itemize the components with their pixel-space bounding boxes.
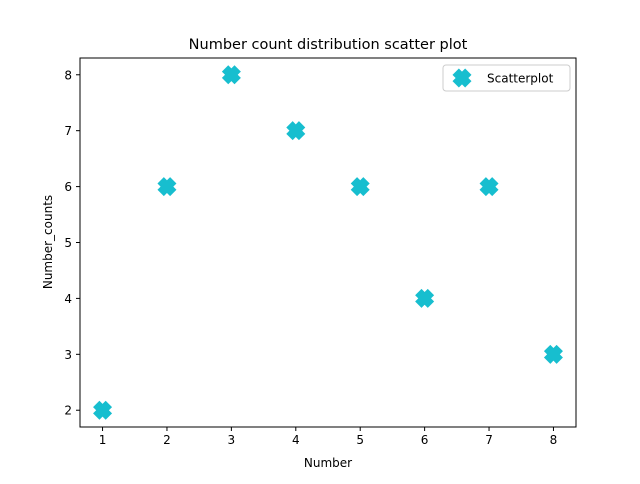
y-tick-label: 3 [64, 348, 72, 362]
legend-marker-icon [452, 68, 472, 88]
y-tick-label: 6 [64, 180, 72, 194]
y-tick-label: 8 [64, 68, 72, 82]
x-tick-label: 3 [228, 433, 236, 447]
legend-box [442, 64, 571, 92]
scatter-point [157, 177, 177, 197]
scatter-point [286, 121, 306, 141]
scatter-point [479, 177, 499, 197]
y-axis-label: Number_counts [41, 195, 55, 289]
plot-frame [79, 57, 577, 428]
y-tick-label: 2 [64, 404, 72, 418]
y-axis: 2 3 4 5 6 7 8 [64, 68, 80, 418]
scatter-point [350, 177, 370, 197]
x-tick-label: 1 [99, 433, 107, 447]
x-axis: 1 2 3 4 5 6 7 8 [99, 427, 558, 447]
x-tick-label: 5 [356, 433, 364, 447]
y-tick-label: 5 [64, 236, 72, 250]
legend-x-marker [452, 68, 472, 88]
scatter-point [93, 400, 113, 420]
x-tick-label: 6 [421, 433, 429, 447]
scatter-point [221, 65, 241, 85]
scatter-point [543, 344, 563, 364]
x-tick-label: 2 [163, 433, 171, 447]
scatter-markers [93, 65, 563, 420]
x-tick-label: 8 [550, 433, 558, 447]
legend: Scatterplot [442, 64, 571, 92]
x-tick-label: 4 [292, 433, 300, 447]
y-tick-label: 7 [64, 124, 72, 138]
chart-title: Number count distribution scatter plot [189, 37, 468, 53]
x-axis-label: Number [304, 456, 352, 470]
scatter-point [415, 288, 435, 308]
legend-label: Scatterplot [487, 72, 554, 86]
x-tick-label: 7 [485, 433, 493, 447]
y-tick-label: 4 [64, 292, 72, 306]
